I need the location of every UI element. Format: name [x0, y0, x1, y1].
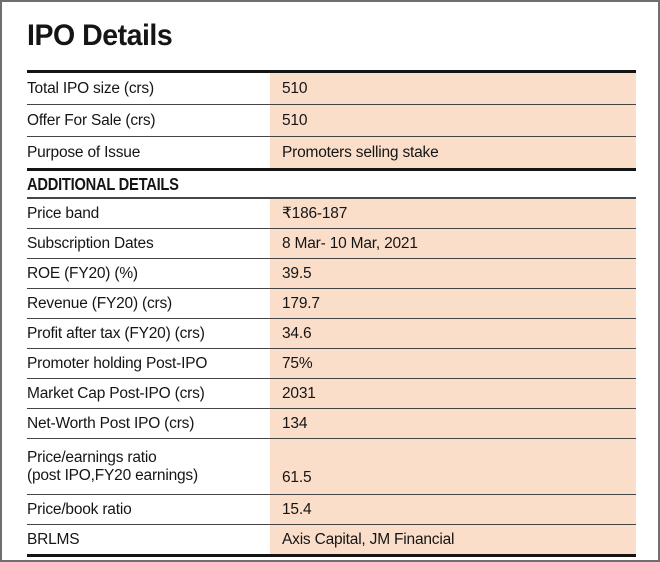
row-label-line1: Subscription Dates — [27, 234, 154, 252]
row-value: 134 — [270, 409, 636, 438]
row-label-line1: Price/earnings ratio — [27, 448, 157, 466]
row-label: Revenue (FY20) (crs) — [27, 289, 270, 318]
row-value: 61.5 — [270, 439, 636, 494]
row-value: 34.6 — [270, 319, 636, 348]
table-row: Profit after tax (FY20) (crs) 34.6 — [27, 318, 636, 348]
row-value: 2031 — [270, 379, 636, 408]
section-divider-bottom — [27, 197, 636, 199]
table-row: Promoter holding Post-IPO 75% — [27, 348, 636, 378]
table-row: Subscription Dates 8 Mar- 10 Mar, 2021 — [27, 228, 636, 258]
table-row: Price/earnings ratio (post IPO,FY20 earn… — [27, 438, 636, 494]
row-label: BRLMS — [27, 525, 270, 554]
table-row: Market Cap Post-IPO (crs) 2031 — [27, 378, 636, 408]
row-label-line1: Promoter holding Post-IPO — [27, 354, 208, 372]
table-row: Total IPO size (crs) 510 — [27, 73, 636, 104]
table-row: ROE (FY20) (%) 39.5 — [27, 258, 636, 288]
row-label-line2: (post IPO,FY20 earnings) — [27, 466, 198, 484]
table-row: Net-Worth Post IPO (crs) 134 — [27, 408, 636, 438]
row-label: Offer For Sale (crs) — [27, 105, 270, 136]
row-label-line1: Profit after tax (FY20) (crs) — [27, 324, 205, 342]
row-label-line1: ROE (FY20) (%) — [27, 264, 138, 282]
row-label: Total IPO size (crs) — [27, 73, 270, 104]
row-label: Price/earnings ratio (post IPO,FY20 earn… — [27, 439, 270, 494]
key-rows-table: Total IPO size (crs) 510 Offer For Sale … — [27, 73, 636, 168]
row-label: Price band — [27, 199, 270, 228]
row-value: 510 — [270, 73, 636, 104]
row-label-line1: Offer For Sale (crs) — [27, 111, 156, 129]
row-value: 179.7 — [270, 289, 636, 318]
row-value: 75% — [270, 349, 636, 378]
table-row: Offer For Sale (crs) 510 — [27, 104, 636, 136]
title-divider — [27, 70, 636, 73]
table-row: Price band ₹186-187 — [27, 199, 636, 228]
row-value: 510 — [270, 105, 636, 136]
row-label-line1: Net-Worth Post IPO (crs) — [27, 414, 195, 432]
row-label: Subscription Dates — [27, 229, 270, 258]
row-label: Price/book ratio — [27, 495, 270, 524]
row-label: ROE (FY20) (%) — [27, 259, 270, 288]
row-value: Axis Capital, JM Financial — [270, 525, 636, 554]
page-title: IPO Details — [27, 19, 173, 52]
row-label-line1: Revenue (FY20) (crs) — [27, 294, 173, 312]
row-label: Net-Worth Post IPO (crs) — [27, 409, 270, 438]
table-row: Purpose of Issue Promoters selling stake — [27, 136, 636, 168]
table-row: Price/book ratio 15.4 — [27, 494, 636, 524]
additional-details-table: Price band ₹186-187 Subscription Dates 8… — [27, 199, 636, 554]
row-label-line1: BRLMS — [27, 530, 80, 548]
section-divider-top — [27, 168, 636, 171]
row-label-line1: Total IPO size (crs) — [27, 79, 154, 97]
row-label: Market Cap Post-IPO (crs) — [27, 379, 270, 408]
row-label-line1: Price/book ratio — [27, 500, 132, 518]
row-label-line1: Purpose of Issue — [27, 143, 141, 161]
row-label: Purpose of Issue — [27, 137, 270, 168]
table-row: Revenue (FY20) (crs) 179.7 — [27, 288, 636, 318]
row-value: 39.5 — [270, 259, 636, 288]
row-value: 8 Mar- 10 Mar, 2021 — [270, 229, 636, 258]
bottom-divider — [27, 554, 636, 557]
row-label: Profit after tax (FY20) (crs) — [27, 319, 270, 348]
row-label-line1: Price band — [27, 204, 100, 222]
row-value: Promoters selling stake — [270, 137, 636, 168]
section-header: ADDITIONAL DETAILS — [27, 173, 179, 194]
row-label: Promoter holding Post-IPO — [27, 349, 270, 378]
row-value: ₹186-187 — [270, 199, 636, 228]
row-label-line1: Market Cap Post-IPO (crs) — [27, 384, 205, 402]
row-value: 15.4 — [270, 495, 636, 524]
table-row: BRLMS Axis Capital, JM Financial — [27, 524, 636, 554]
